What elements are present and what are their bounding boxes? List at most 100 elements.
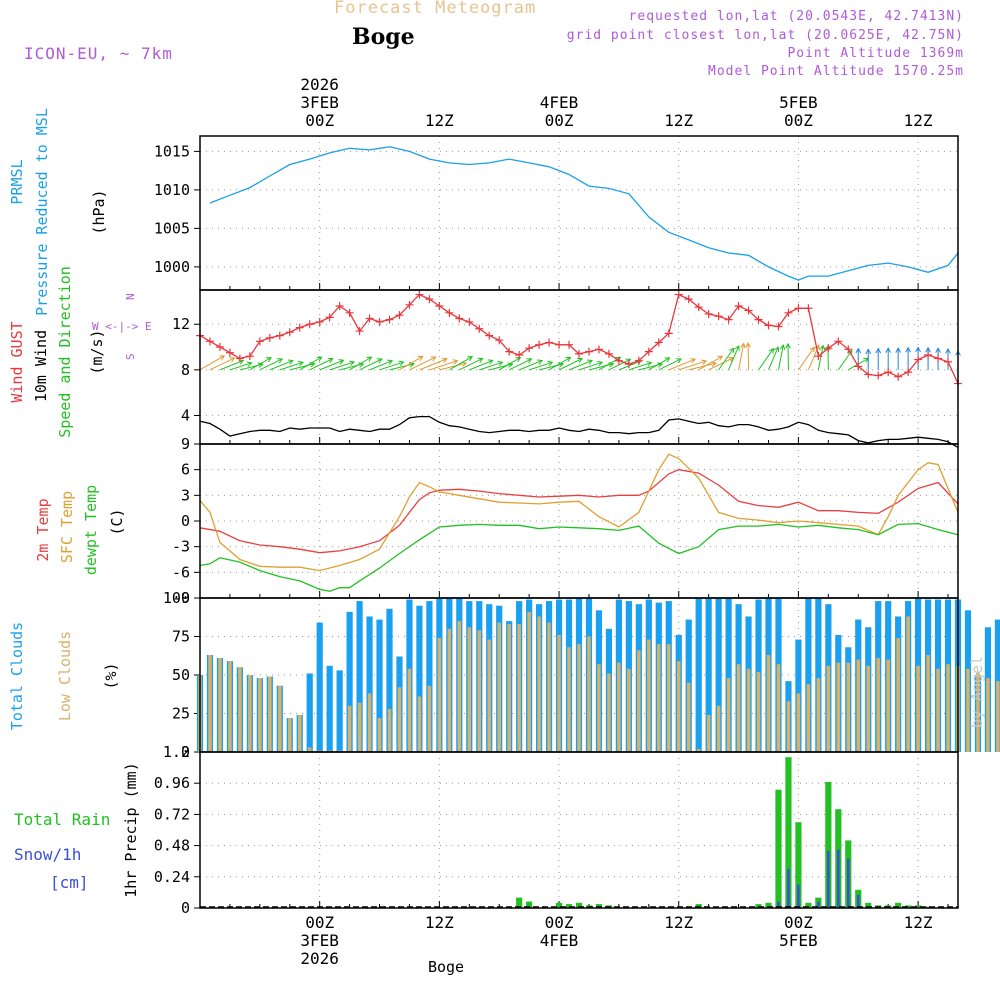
y-tick-label: 75 bbox=[172, 628, 190, 646]
low-cloud-bar bbox=[916, 665, 920, 752]
wind-arrowhead bbox=[785, 342, 791, 349]
y-tick-label: 6 bbox=[181, 461, 190, 479]
wind-direction-arrow bbox=[837, 350, 853, 371]
y-tick-label: 0.24 bbox=[154, 868, 190, 886]
low-cloud-bar bbox=[906, 616, 910, 752]
wind-direction-arrow bbox=[269, 360, 293, 371]
top-time-label: 2026 bbox=[300, 75, 339, 94]
low-cloud-bar bbox=[836, 662, 841, 752]
model-label: ICON-EU, ~ 7km bbox=[24, 44, 173, 63]
wind-direction-arrow bbox=[259, 358, 283, 371]
y-tick-label: 1.2 bbox=[163, 743, 190, 761]
wind-gust-marker bbox=[235, 354, 244, 363]
low-cloud-bar bbox=[567, 647, 571, 752]
low-cloud-bar bbox=[886, 659, 890, 752]
bottom-time-label: 00Z bbox=[305, 913, 334, 932]
wind-gust-marker bbox=[874, 371, 883, 380]
wind-gust-marker bbox=[435, 301, 444, 310]
wind-gust-marker bbox=[704, 309, 713, 318]
wind-gust-marker bbox=[465, 317, 474, 326]
y-tick-label: -6 bbox=[172, 563, 190, 581]
y-tick-label: 100 bbox=[163, 589, 190, 607]
wind-arrowhead bbox=[885, 347, 892, 353]
rain-bar bbox=[795, 822, 802, 908]
total-cloud-bar bbox=[306, 673, 313, 752]
wind-direction-arrow bbox=[479, 361, 503, 371]
wind-direction-arrow bbox=[698, 355, 723, 371]
low-cloud-bar bbox=[946, 664, 950, 752]
wind-arrowhead bbox=[327, 357, 334, 363]
wind-arrowhead bbox=[338, 359, 345, 365]
wind-gust-marker bbox=[604, 349, 613, 358]
wind-arrowhead bbox=[875, 347, 882, 354]
wind-gust-marker bbox=[934, 354, 943, 363]
wind-arrowhead bbox=[265, 357, 272, 363]
wind-direction-arrow bbox=[548, 357, 571, 371]
total-cloud-bar bbox=[715, 598, 722, 752]
y-tick-label: 9 bbox=[181, 435, 190, 453]
rain-bar bbox=[905, 905, 912, 908]
low-cloud-bar bbox=[597, 664, 601, 752]
low-cloud-bar bbox=[417, 696, 422, 752]
top-time-label: 00Z bbox=[305, 111, 334, 130]
wind-direction-arrow bbox=[658, 358, 682, 371]
low-cloud-bar bbox=[397, 687, 402, 752]
wind-direction-arrow bbox=[299, 356, 322, 371]
chart-title: Forecast Meteogram bbox=[334, 0, 537, 18]
total-cloud-bar bbox=[426, 601, 433, 752]
total-cloud-bar bbox=[356, 601, 363, 752]
wind-direction-arrow bbox=[688, 362, 716, 371]
wind-direction-arrow bbox=[588, 363, 614, 371]
low-cloud-bar bbox=[966, 668, 970, 752]
low-cloud-bar bbox=[278, 685, 282, 752]
wind-direction-arrow bbox=[777, 345, 784, 370]
low-cloud-bar bbox=[288, 718, 292, 752]
wind-direction-arrow bbox=[289, 363, 315, 371]
y-tick-label: 0 bbox=[181, 512, 190, 530]
low-cloud-bar bbox=[337, 750, 342, 752]
wind-direction-arrow bbox=[678, 360, 707, 371]
y-tick-label: 1010 bbox=[154, 181, 190, 199]
y-tick-label: 3 bbox=[181, 486, 190, 504]
low-cloud-bar bbox=[706, 715, 711, 752]
low-cloud-bar bbox=[716, 705, 721, 752]
precip-axis-label: 1hr Precip (mm) bbox=[122, 762, 140, 897]
wind-direction-arrow bbox=[758, 348, 774, 371]
point-altitude: Point Altitude 1369m bbox=[787, 46, 964, 61]
top-time-label: 3FEB bbox=[300, 93, 339, 112]
low-cloud-bar bbox=[377, 718, 382, 752]
rain-bar bbox=[765, 902, 772, 908]
bottom-time-label: 2026 bbox=[300, 949, 339, 968]
wind-gust-marker bbox=[245, 352, 254, 361]
wind-arrowhead bbox=[915, 346, 921, 353]
low-cloud-bar bbox=[996, 681, 1000, 752]
top-time-label: 12Z bbox=[904, 111, 933, 130]
wind-gust-marker bbox=[924, 351, 933, 360]
wind-gust-marker bbox=[515, 351, 524, 360]
wind-gust-marker bbox=[485, 331, 494, 340]
low-cloud-bar bbox=[298, 715, 302, 752]
wind-direction-arrow bbox=[409, 356, 436, 371]
wind-arrowhead bbox=[597, 360, 604, 367]
y-tick-label: 8 bbox=[181, 361, 190, 379]
wind-gust-marker bbox=[854, 362, 863, 371]
wind-direction-arrow bbox=[449, 356, 473, 371]
wind-direction-arrow bbox=[578, 361, 603, 371]
low-cloud-bar bbox=[647, 639, 651, 752]
wind-direction-arrow bbox=[738, 343, 745, 370]
low-cloud-bar bbox=[248, 675, 252, 752]
wind-arrowhead bbox=[515, 357, 522, 363]
wind-arrowhead bbox=[925, 346, 931, 353]
low-cloud-bar bbox=[527, 611, 531, 752]
wind-direction-arrow bbox=[419, 358, 448, 371]
low-cloud-bar bbox=[866, 665, 870, 752]
wind-gust-marker bbox=[395, 311, 404, 320]
total-cloud-bar bbox=[416, 605, 423, 752]
snow-bar bbox=[827, 850, 830, 908]
rain-bar bbox=[915, 905, 922, 908]
top-time-label: 00Z bbox=[545, 111, 574, 130]
y-tick-label: 4 bbox=[181, 406, 190, 424]
wind-arrowhead bbox=[398, 360, 405, 367]
y-tick-label: 0 bbox=[181, 743, 190, 761]
